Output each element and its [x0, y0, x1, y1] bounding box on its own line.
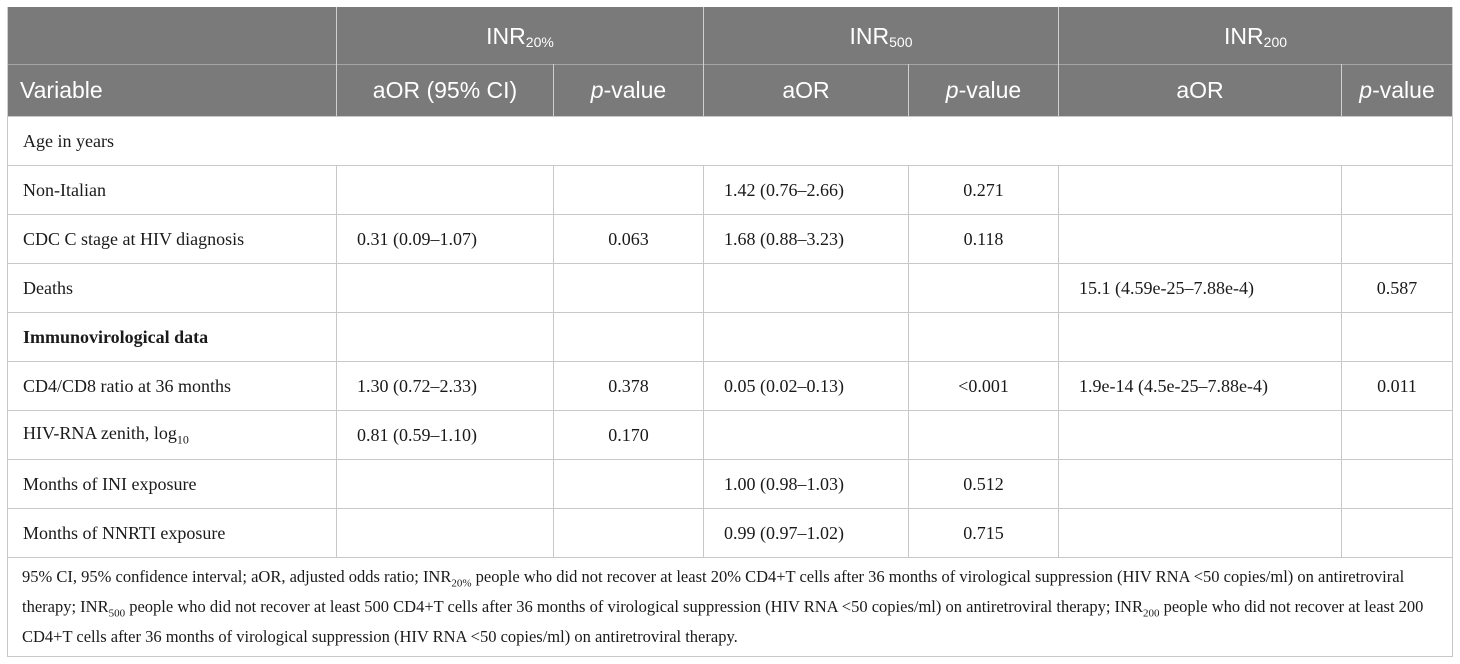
cell-aor-inr200	[1058, 312, 1343, 362]
cell-p-inr20	[553, 263, 704, 313]
cell-aor-inr500: 0.05 (0.02–0.13)	[703, 361, 909, 411]
cell-aor-inr500: 0.99 (0.97–1.02)	[703, 508, 909, 558]
header-p-value: p-value	[907, 64, 1060, 117]
cell-p-inr200	[1341, 214, 1454, 264]
table-row: Months of INI exposure 1.00 (0.98–1.03) …	[7, 459, 1454, 509]
cell-aor-inr20	[336, 165, 554, 215]
cell-aor-inr500: 1.68 (0.88–3.23)	[703, 214, 909, 264]
table-row: Deaths 15.1 (4.59e-25–7.88e-4) 0.587	[7, 263, 1454, 313]
cell-aor-inr200	[1058, 459, 1343, 509]
table-row: Non-Italian 1.42 (0.76–2.66) 0.271	[7, 165, 1454, 215]
cell-aor-inr20: 0.31 (0.09–1.07)	[336, 214, 554, 264]
row-label-age: Age in years	[6, 116, 1454, 166]
table-row: CD4/CD8 ratio at 36 months 1.30 (0.72–2.…	[7, 361, 1454, 411]
cell-aor-inr500	[703, 312, 909, 362]
cell-aor-inr20	[336, 312, 554, 362]
row-label-section: Immunovirological data	[7, 312, 337, 362]
table-row: Months of NNRTI exposure 0.99 (0.97–1.02…	[7, 508, 1454, 558]
table-row: CDC C stage at HIV diagnosis 0.31 (0.09–…	[7, 214, 1454, 264]
cell-p-inr20: 0.063	[553, 214, 704, 264]
row-label: Months of NNRTI exposure	[7, 508, 337, 558]
cell-p-inr20	[553, 312, 704, 362]
regression-table-container: INR20% INR500 INR200 Variable aOR (95% C…	[6, 7, 1454, 657]
row-label: HIV-RNA zenith, log10	[7, 410, 337, 460]
column-header-row: Variable aOR (95% CI) p-value aOR p-valu…	[7, 64, 1454, 117]
header-aor-ci: aOR (95% CI)	[336, 64, 554, 117]
cell-aor-inr20: 1.30 (0.72–2.33)	[336, 361, 554, 411]
header-aor: aOR	[703, 64, 909, 117]
cell-aor-inr200	[1058, 508, 1343, 558]
cell-p-inr20	[553, 165, 704, 215]
header-p-value: p-value	[1341, 64, 1454, 117]
cell-aor-inr20: 0.81 (0.59–1.10)	[336, 410, 554, 460]
cell-p-inr200	[1341, 459, 1454, 509]
group-header-inr500: INR500	[702, 7, 1060, 65]
table-footnote: 95% CI, 95% confidence interval; aOR, ad…	[6, 557, 1454, 657]
cell-p-inr20: 0.170	[553, 410, 704, 460]
cell-aor-inr20	[336, 508, 554, 558]
cell-p-inr200: 0.587	[1341, 263, 1454, 313]
row-label: Months of INI exposure	[7, 459, 337, 509]
group-header-inr200: INR200	[1058, 7, 1454, 65]
cell-p-inr500: 0.512	[907, 459, 1060, 509]
cell-aor-inr200: 15.1 (4.59e-25–7.88e-4)	[1058, 263, 1343, 313]
cell-aor-inr500: 1.42 (0.76–2.66)	[703, 165, 909, 215]
cell-p-inr200	[1341, 165, 1454, 215]
cell-p-inr500: 0.118	[907, 214, 1060, 264]
regression-table: INR20% INR500 INR200 Variable aOR (95% C…	[6, 7, 1454, 657]
cell-p-inr200	[1341, 410, 1454, 460]
footnote-row: 95% CI, 95% confidence interval; aOR, ad…	[6, 557, 1454, 657]
row-label: CD4/CD8 ratio at 36 months	[7, 361, 337, 411]
header-variable: Variable	[7, 64, 337, 117]
cell-aor-inr200	[1058, 214, 1343, 264]
cell-p-inr500	[907, 263, 1060, 313]
cell-aor-inr200	[1058, 410, 1343, 460]
cell-aor-inr500	[703, 410, 909, 460]
cell-aor-inr20	[336, 459, 554, 509]
cell-p-inr500: 0.271	[907, 165, 1060, 215]
cell-p-inr20: 0.378	[553, 361, 704, 411]
row-label: CDC C stage at HIV diagnosis	[7, 214, 337, 264]
cell-p-inr500: <0.001	[907, 361, 1060, 411]
cell-p-inr200	[1341, 508, 1454, 558]
cell-p-inr500	[907, 410, 1060, 460]
row-label: Non-Italian	[7, 165, 337, 215]
table-row: Immunovirological data	[7, 312, 1454, 362]
cell-aor-inr200: 1.9e-14 (4.5e-25–7.88e-4)	[1058, 361, 1343, 411]
empty-header-cell	[7, 7, 337, 65]
table-row: Age in years	[6, 116, 1454, 166]
header-p-value: p-value	[553, 64, 704, 117]
cell-p-inr500: 0.715	[907, 508, 1060, 558]
cell-p-inr20	[553, 508, 704, 558]
cell-p-inr20	[553, 459, 704, 509]
cell-aor-inr20	[336, 263, 554, 313]
header-aor: aOR	[1058, 64, 1343, 117]
cell-p-inr200: 0.011	[1341, 361, 1454, 411]
group-header-row: INR20% INR500 INR200	[7, 7, 1454, 65]
group-header-inr20: INR20%	[336, 7, 704, 65]
cell-p-inr200	[1341, 312, 1454, 362]
row-label: Deaths	[7, 263, 337, 313]
cell-aor-inr500: 1.00 (0.98–1.03)	[703, 459, 909, 509]
cell-p-inr500	[907, 312, 1060, 362]
cell-aor-inr200	[1058, 165, 1343, 215]
cell-aor-inr500	[703, 263, 909, 313]
table-row: HIV-RNA zenith, log10 0.81 (0.59–1.10) 0…	[7, 410, 1454, 460]
